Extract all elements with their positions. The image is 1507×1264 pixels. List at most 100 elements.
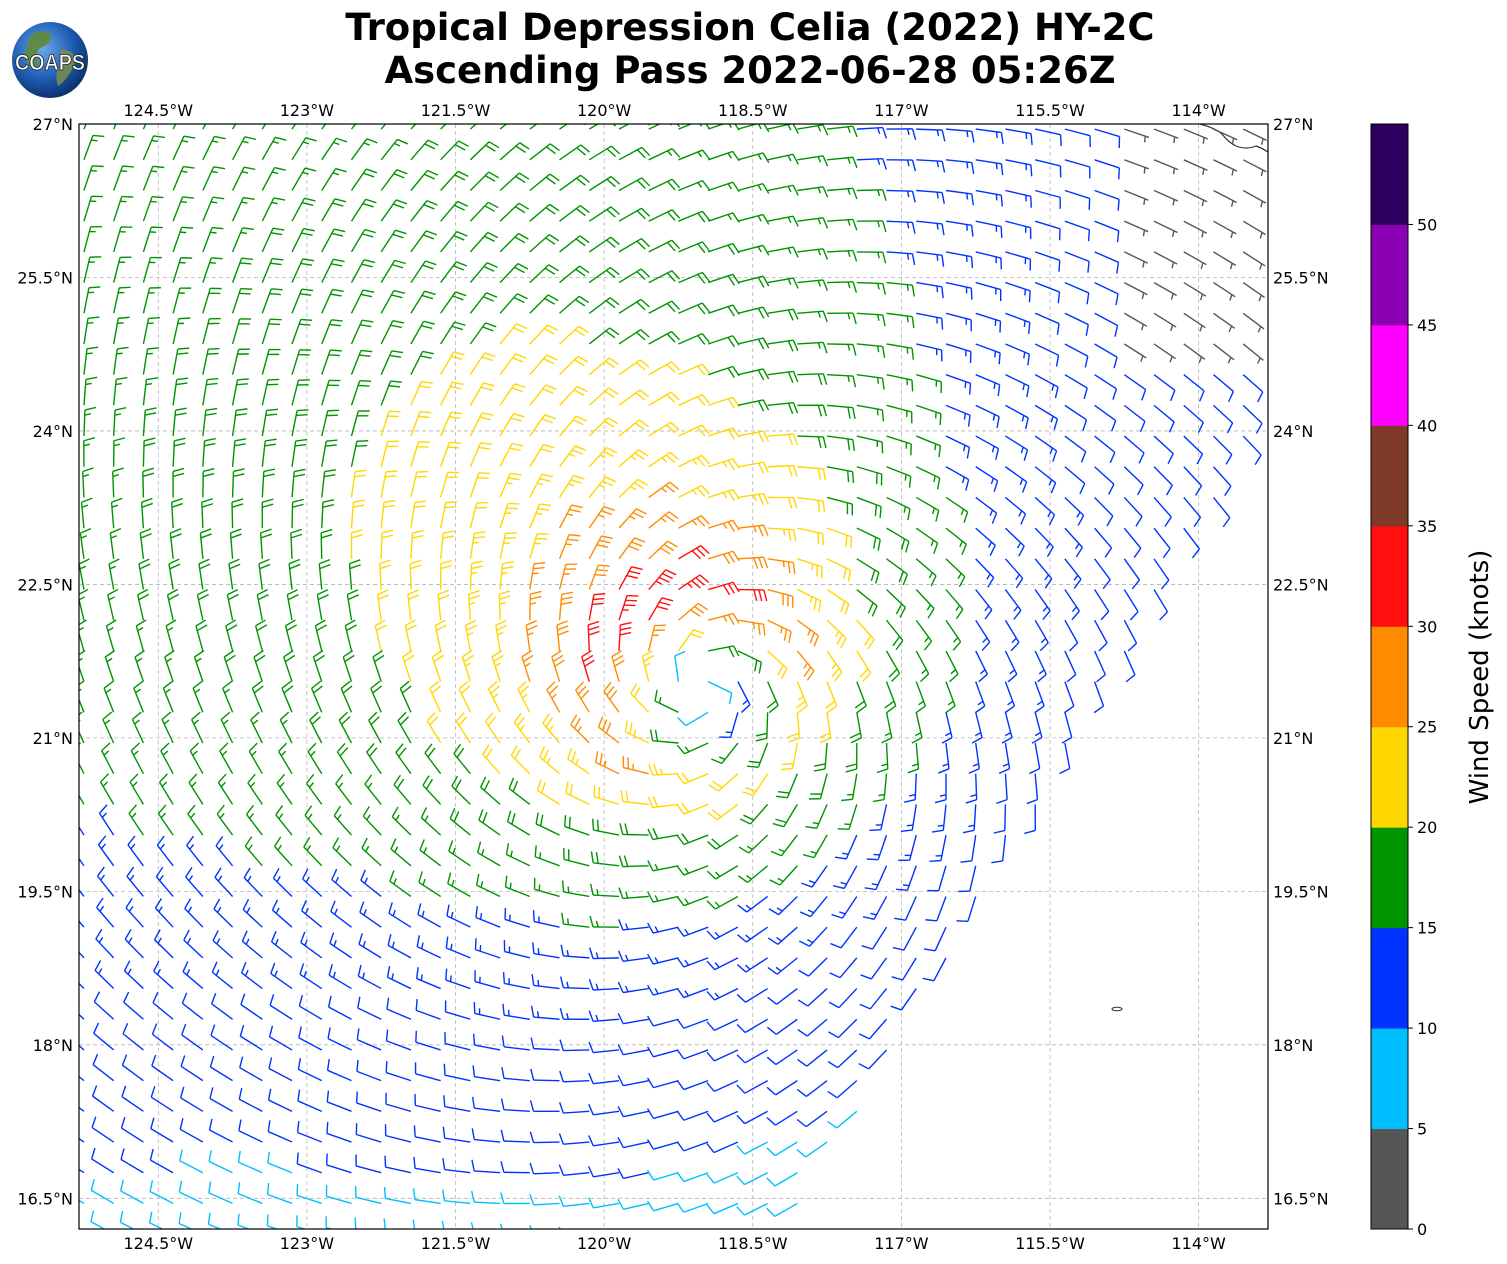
wind-barb bbox=[532, 910, 560, 928]
barb-feather bbox=[500, 1161, 505, 1173]
wind-barb bbox=[559, 355, 589, 376]
barb-feather bbox=[383, 499, 396, 503]
wind-barb bbox=[303, 836, 323, 867]
barb-feather bbox=[670, 421, 680, 431]
wind-barb bbox=[559, 1007, 590, 1020]
barb-shaft bbox=[355, 1196, 382, 1205]
wind-barb bbox=[185, 867, 204, 897]
wind-barb bbox=[827, 281, 858, 293]
wind-barb bbox=[1004, 681, 1016, 714]
barb-half-feather bbox=[84, 413, 91, 416]
barb-half-feather bbox=[630, 455, 637, 461]
wind-barb bbox=[617, 1075, 649, 1087]
barb-half-feather bbox=[521, 693, 528, 699]
barb-shaft bbox=[648, 124, 662, 130]
barb-feather bbox=[120, 1148, 125, 1160]
barb-feather bbox=[927, 608, 935, 619]
barb-feather bbox=[1198, 390, 1205, 402]
barb-feather bbox=[495, 619, 507, 626]
wind-barb bbox=[558, 1195, 590, 1208]
barb-feather bbox=[316, 624, 327, 632]
barb-feather bbox=[970, 256, 974, 269]
wind-barb bbox=[529, 1162, 560, 1175]
barb-feather bbox=[390, 838, 397, 850]
barb-feather bbox=[1111, 420, 1117, 432]
barb-shaft bbox=[142, 471, 145, 498]
barb-feather bbox=[739, 818, 751, 825]
wind-barb bbox=[113, 195, 134, 222]
barb-feather bbox=[605, 330, 616, 339]
wind-barb bbox=[261, 197, 286, 222]
barb-half-feather bbox=[881, 763, 888, 767]
barb-shaft bbox=[90, 1220, 106, 1229]
barb-half-feather bbox=[364, 877, 368, 884]
barb-feather bbox=[574, 445, 586, 451]
barb-feather bbox=[484, 352, 496, 358]
wind-barb bbox=[529, 1131, 560, 1144]
wind-barb bbox=[618, 508, 647, 529]
wind-barb bbox=[242, 899, 263, 928]
barb-shaft bbox=[886, 189, 913, 192]
barb-feather bbox=[895, 640, 904, 651]
barb-feather bbox=[603, 681, 612, 692]
barb-feather bbox=[596, 544, 609, 548]
barb-half-feather bbox=[959, 540, 964, 548]
barb-feather bbox=[529, 1131, 535, 1143]
barb-feather bbox=[862, 915, 875, 920]
wind-barb bbox=[797, 186, 829, 198]
wind-barb bbox=[788, 712, 801, 743]
barb-shaft bbox=[903, 926, 917, 951]
barb-feather bbox=[178, 1212, 182, 1224]
barb-half-feather bbox=[847, 250, 851, 257]
barb-feather bbox=[631, 566, 643, 571]
barb-feather bbox=[362, 202, 374, 208]
barb-feather bbox=[941, 192, 945, 204]
wind-barb bbox=[892, 926, 917, 951]
barb-half-feather bbox=[660, 517, 667, 523]
wind-barb bbox=[386, 997, 412, 1020]
wind-barb bbox=[797, 373, 828, 386]
barb-feather bbox=[543, 328, 555, 335]
barb-feather bbox=[576, 147, 586, 156]
barb-feather bbox=[963, 511, 969, 523]
barb-shaft bbox=[380, 124, 387, 130]
wind-barb bbox=[231, 348, 251, 375]
barb-feather bbox=[511, 813, 516, 825]
wind-barb bbox=[1094, 496, 1114, 527]
barb-feather bbox=[817, 532, 820, 545]
barb-feather bbox=[787, 529, 792, 541]
barb-feather bbox=[372, 685, 383, 694]
colorbar-tick-label: 50 bbox=[1417, 215, 1437, 234]
colorbar-bin bbox=[1371, 124, 1408, 225]
wind-barb bbox=[393, 774, 412, 805]
barb-feather bbox=[1113, 356, 1118, 369]
barb-feather bbox=[79, 711, 83, 716]
barb-half-feather bbox=[1051, 384, 1055, 391]
barb-feather bbox=[809, 632, 815, 644]
wind-barb bbox=[706, 987, 739, 1001]
barb-half-feather bbox=[251, 750, 257, 757]
wind-barb bbox=[827, 187, 858, 200]
wind-barb bbox=[546, 681, 561, 713]
barb-feather bbox=[478, 472, 491, 475]
wind-barb bbox=[826, 650, 843, 682]
colorbar-frame bbox=[1370, 123, 1409, 1230]
barb-feather bbox=[696, 426, 706, 437]
barb-feather bbox=[243, 196, 255, 201]
barb-half-feather bbox=[242, 140, 249, 144]
wind-barb bbox=[1213, 189, 1237, 207]
barb-feather bbox=[610, 206, 620, 215]
barb-feather bbox=[608, 357, 619, 366]
wind-barb bbox=[469, 262, 498, 284]
wind-barb bbox=[79, 1106, 85, 1112]
wind-barb bbox=[79, 1044, 85, 1051]
barb-feather bbox=[882, 158, 887, 170]
barb-feather bbox=[354, 1217, 357, 1229]
barb-feather bbox=[580, 174, 590, 183]
barb-feather bbox=[468, 594, 480, 600]
barb-feather bbox=[981, 641, 991, 652]
barb-feather bbox=[700, 545, 710, 555]
barb-feather bbox=[1087, 261, 1090, 273]
barb-feather bbox=[217, 773, 227, 784]
barb-feather bbox=[1026, 798, 1038, 805]
